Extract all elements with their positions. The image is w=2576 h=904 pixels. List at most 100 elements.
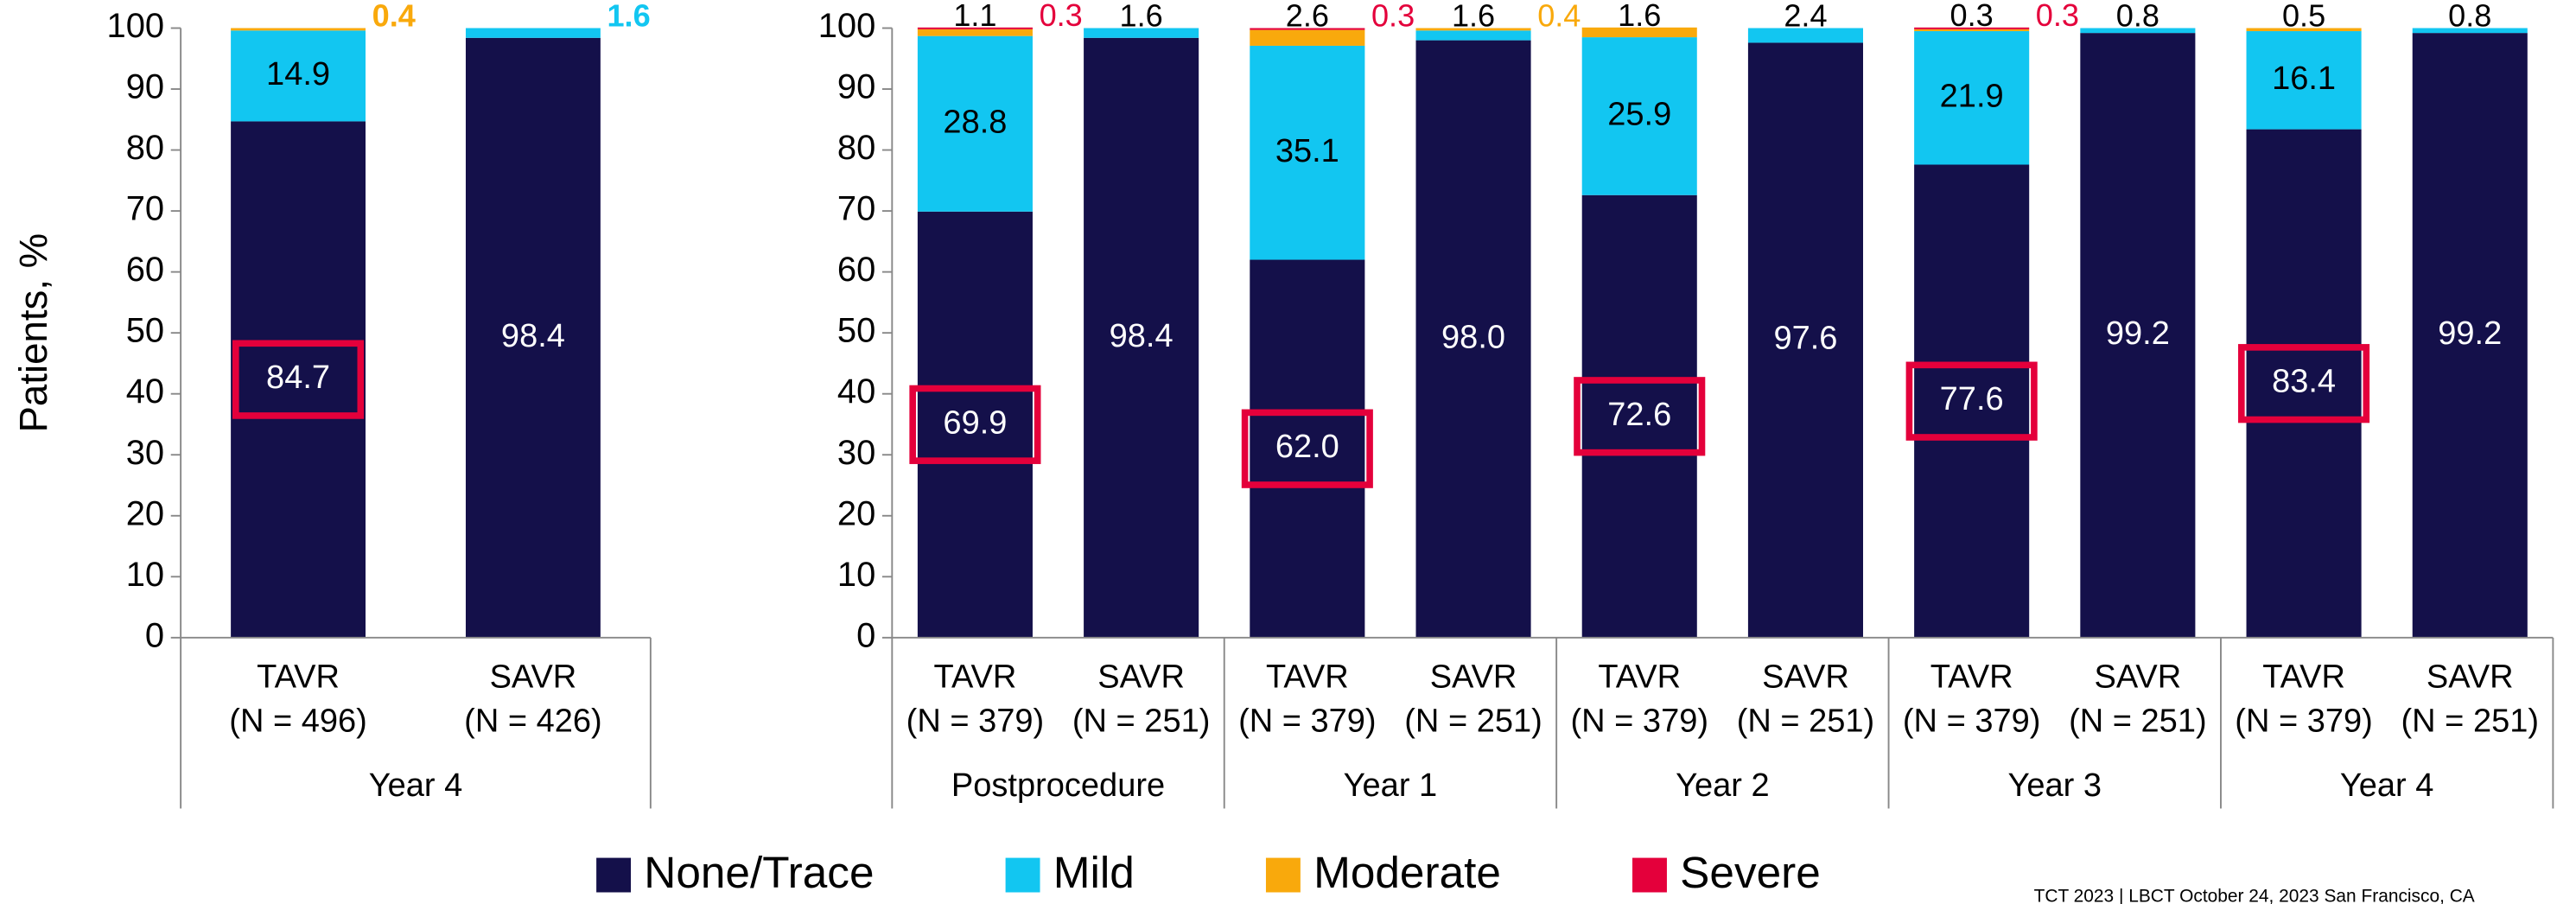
value-label: 0.8 [2448, 0, 2491, 34]
bar-segment [2246, 129, 2362, 638]
bar-segment [1084, 37, 1199, 638]
value-label: 98.4 [1110, 318, 1174, 354]
value-label: 98.0 [1441, 319, 1505, 355]
value-label: 21.9 [1940, 78, 2004, 114]
y-tick-label: 40 [837, 372, 875, 411]
y-tick-label: 100 [107, 7, 165, 45]
value-label: 77.6 [1940, 381, 2004, 417]
bar-segment [917, 27, 1033, 29]
y-tick-label: 70 [837, 190, 875, 228]
value-label: 69.9 [943, 404, 1007, 441]
bar-segment [917, 29, 1033, 36]
value-label: 1.6 [1618, 0, 1661, 33]
bar-segment [1084, 28, 1199, 38]
group-label: Year 4 [2340, 767, 2434, 804]
highlight-box [1905, 361, 2038, 441]
highlight-box [1241, 409, 1373, 488]
x-tick-sublabel: (N = 251) [1072, 703, 1211, 740]
value-label: 1.1 [953, 0, 996, 33]
y-tick-label: 90 [837, 68, 875, 106]
legend-swatch [1632, 857, 1667, 893]
y-tick-label: 30 [837, 434, 875, 472]
x-tick-label: TAVR [2262, 659, 2345, 695]
legend-swatch [1005, 857, 1040, 893]
y-tick-label: 70 [126, 190, 164, 228]
y-axis-label: Patients, % [11, 233, 55, 433]
bar-segment [2080, 33, 2196, 638]
value-label: 0.3 [2036, 0, 2079, 33]
y-tick-label: 80 [837, 129, 875, 167]
highlight-box [909, 385, 1041, 464]
value-label: 0.5 [2282, 0, 2325, 34]
x-tick-label: TAVR [1266, 659, 1349, 695]
value-label: 2.6 [1286, 0, 1329, 34]
bar-segment [1747, 28, 1863, 43]
bar-segment [1914, 31, 2030, 165]
bar-segment [231, 30, 366, 122]
highlight-box [2238, 344, 2370, 423]
value-label: 1.6 [1120, 0, 1163, 34]
x-tick-label: TAVR [1598, 659, 1681, 695]
bar-segment [231, 28, 366, 31]
bar-segment [1914, 29, 2030, 32]
bar-segment [465, 37, 601, 638]
y-tick-label: 20 [126, 494, 164, 532]
bar-segment [1415, 30, 1531, 41]
value-label: 99.2 [2106, 315, 2170, 352]
group-label: Year 1 [1344, 767, 1438, 804]
x-tick-label: SAVR [1097, 659, 1185, 695]
highlight-box [232, 340, 365, 419]
x-tick-label: TAVR [257, 659, 340, 695]
group-label: Year 2 [1676, 767, 1770, 804]
x-tick-label: SAVR [2427, 659, 2514, 695]
value-label: 72.6 [1607, 397, 1671, 433]
value-label: 0.4 [1537, 0, 1581, 34]
y-tick-label: 0 [856, 616, 875, 654]
value-label: 0.3 [1040, 0, 1083, 33]
y-tick-label: 10 [837, 556, 875, 594]
x-tick-label: SAVR [1430, 659, 1517, 695]
y-tick-label: 50 [837, 312, 875, 350]
value-label: 0.4 [372, 0, 416, 34]
x-tick-label: SAVR [490, 659, 577, 695]
y-tick-label: 20 [837, 494, 875, 532]
highlight-box [1574, 377, 1706, 456]
legend-label: None/Trace [644, 848, 874, 897]
group-label: Postprocedure [951, 767, 1165, 804]
group-label: Year 4 [369, 767, 463, 804]
bar-segment [231, 121, 366, 638]
x-tick-sublabel: (N = 379) [906, 703, 1045, 740]
bar-segment [2412, 33, 2528, 638]
legend-swatch [1265, 857, 1301, 893]
bar-segment [465, 28, 601, 38]
value-label: 1.6 [607, 0, 650, 34]
value-label: 0.3 [1950, 0, 1994, 33]
x-tick-sublabel: (N = 379) [1903, 703, 2041, 740]
bar-segment [2080, 28, 2196, 34]
bar-segment [1250, 28, 1365, 30]
value-label: 99.2 [2438, 315, 2502, 352]
bar-segment [917, 35, 1033, 212]
bar-segment [1250, 259, 1365, 638]
footnote: TCT 2023 | LBCT October 24, 2023 San Fra… [2034, 887, 2475, 904]
value-label: 0.3 [1371, 0, 1415, 34]
bar-segment [2412, 28, 2528, 34]
y-tick-label: 10 [126, 556, 164, 594]
y-tick-label: 80 [126, 129, 164, 167]
x-tick-sublabel: (N = 251) [1404, 703, 1542, 740]
x-tick-sublabel: (N = 379) [1238, 703, 1377, 740]
x-tick-sublabel: (N = 379) [1570, 703, 1708, 740]
value-label: 1.6 [1452, 0, 1495, 34]
x-tick-sublabel: (N = 496) [229, 703, 367, 740]
x-tick-label: SAVR [1762, 659, 1849, 695]
bar-segment [2246, 31, 2362, 130]
y-tick-label: 90 [126, 68, 164, 106]
value-label: 35.1 [1275, 133, 1339, 169]
bar-segment [1250, 45, 1365, 260]
bar-segment [1415, 40, 1531, 638]
value-label: 98.4 [501, 318, 565, 354]
group-label: Year 3 [2008, 767, 2102, 804]
value-label: 83.4 [2272, 364, 2336, 400]
